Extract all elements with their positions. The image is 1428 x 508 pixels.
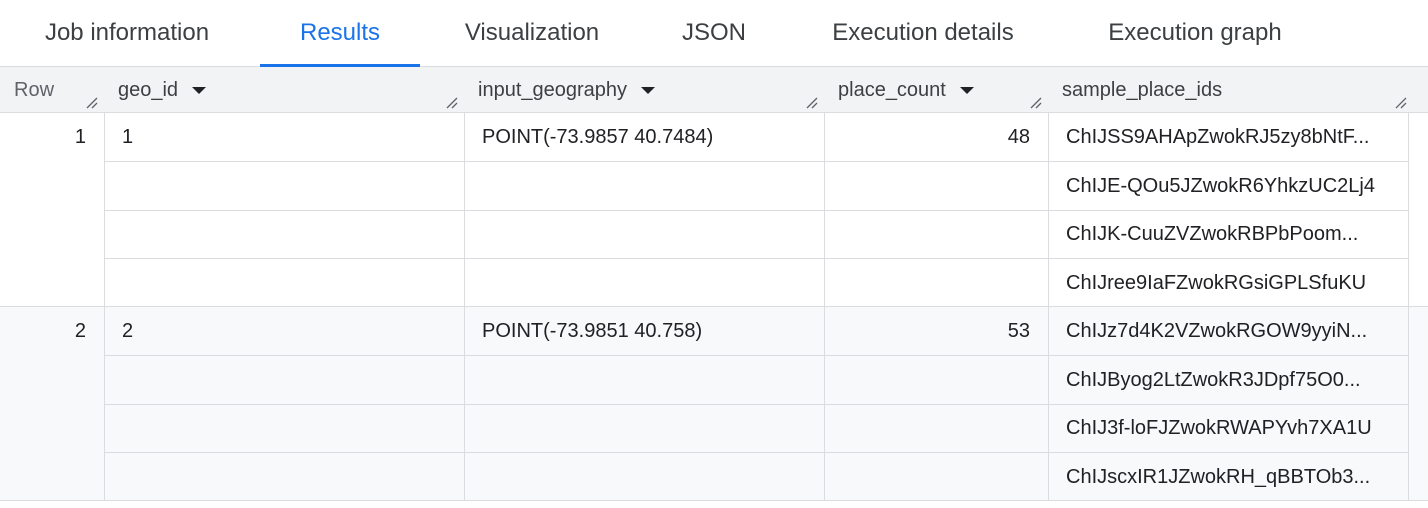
column-header-input-geography[interactable]: input_geography [464,67,824,113]
cell-sample-place-id[interactable]: ChIJByog2LtZwokR3JDpf75O0... [1066,368,1361,391]
column-label: place_count [838,79,946,101]
cell-input-geography[interactable]: POINT(-73.9851 40.758) [482,320,703,342]
column-label: geo_id [118,79,179,101]
row-number: 2 [74,320,86,342]
column-label: sample_place_ids [1062,79,1223,101]
column-divider [1048,307,1049,500]
cell-place-count[interactable]: 48 [1007,126,1030,148]
column-divider [1048,113,1049,306]
tab-execution-details[interactable]: Execution details [832,19,1014,46]
sort-dropdown-icon[interactable] [192,87,207,95]
column-divider [464,307,465,500]
cell-sample-place-id[interactable]: ChIJSS9AHApZwokRJ5zy8bNtF... [1066,126,1370,148]
cell-sample-place-id[interactable]: ChIJree9IaFZwokRGsiGPLSfuKU [1066,271,1367,294]
resize-handle-icon[interactable] [1030,97,1044,109]
resize-handle-icon[interactable] [806,97,820,109]
tab-bar: Job information Results Visualization JS… [0,0,1428,67]
column-label: input_geography [478,79,628,101]
resize-handle-icon[interactable] [446,97,460,109]
cell-sample-place-id[interactable]: ChIJ3f-loFJZwokRWAPYvh7XA1U [1066,417,1372,439]
column-header-geo-id[interactable]: geo_id [104,67,464,113]
cell-place-count[interactable]: 53 [1007,320,1030,342]
row-divider [104,258,1408,259]
row-divider [104,210,1408,211]
table-row: 1 1 POINT(-73.9857 40.7484) 48 ChIJSS9AHApZw… [0,113,1428,307]
column-divider [824,113,825,306]
tab-execution-graph[interactable]: Execution graph [1108,19,1282,46]
tab-results[interactable]: Results [260,0,420,67]
cell-sample-place-id[interactable]: ChIJz7d4K2VZwokRGOW9yyiN... [1066,320,1368,342]
row-divider [104,161,1408,162]
row-divider [104,404,1408,405]
resize-handle-icon[interactable] [1395,97,1409,109]
sort-dropdown-icon[interactable] [959,87,974,95]
column-header-place-count[interactable]: place_count [824,67,1048,113]
column-divider [464,113,465,306]
cell-sample-place-id[interactable]: ChIJK-CuuZVZwokRBPbPoom... [1066,223,1359,245]
column-divider [104,307,105,500]
sort-dropdown-icon[interactable] [641,87,656,95]
column-divider [824,307,825,500]
table-row: 2 2 POINT(-73.9851 40.758) 53 ChIJz7d4K2VZwo… [0,307,1428,501]
tab-json[interactable]: JSON [681,19,746,46]
cell-geo-id[interactable]: 1 [122,126,134,148]
column-header-sample-place-ids[interactable]: sample_place_ids [1048,67,1413,113]
cell-sample-place-id[interactable]: ChIJscxIR1JZwokRH_qBBTOb3... [1066,465,1371,488]
column-label: Row [14,79,55,101]
column-divider [1408,307,1409,500]
row-number: 1 [74,126,86,148]
cell-geo-id[interactable]: 2 [122,320,134,342]
column-header-row: Row [0,67,104,113]
cell-input-geography[interactable]: POINT(-73.9857 40.7484) [482,126,714,148]
resize-handle-icon[interactable] [86,97,100,109]
row-divider [104,355,1408,356]
results-table-header: Row geo_id input_geography place_count s… [0,67,1428,113]
column-divider [1408,113,1409,306]
tab-job-information[interactable]: Job information [44,19,210,46]
row-divider [104,452,1408,453]
column-divider [104,113,105,306]
cell-sample-place-id[interactable]: ChIJE-QOu5JZwokR6YhkzUC2Lj4 [1066,174,1375,197]
tab-visualization[interactable]: Visualization [464,19,600,46]
